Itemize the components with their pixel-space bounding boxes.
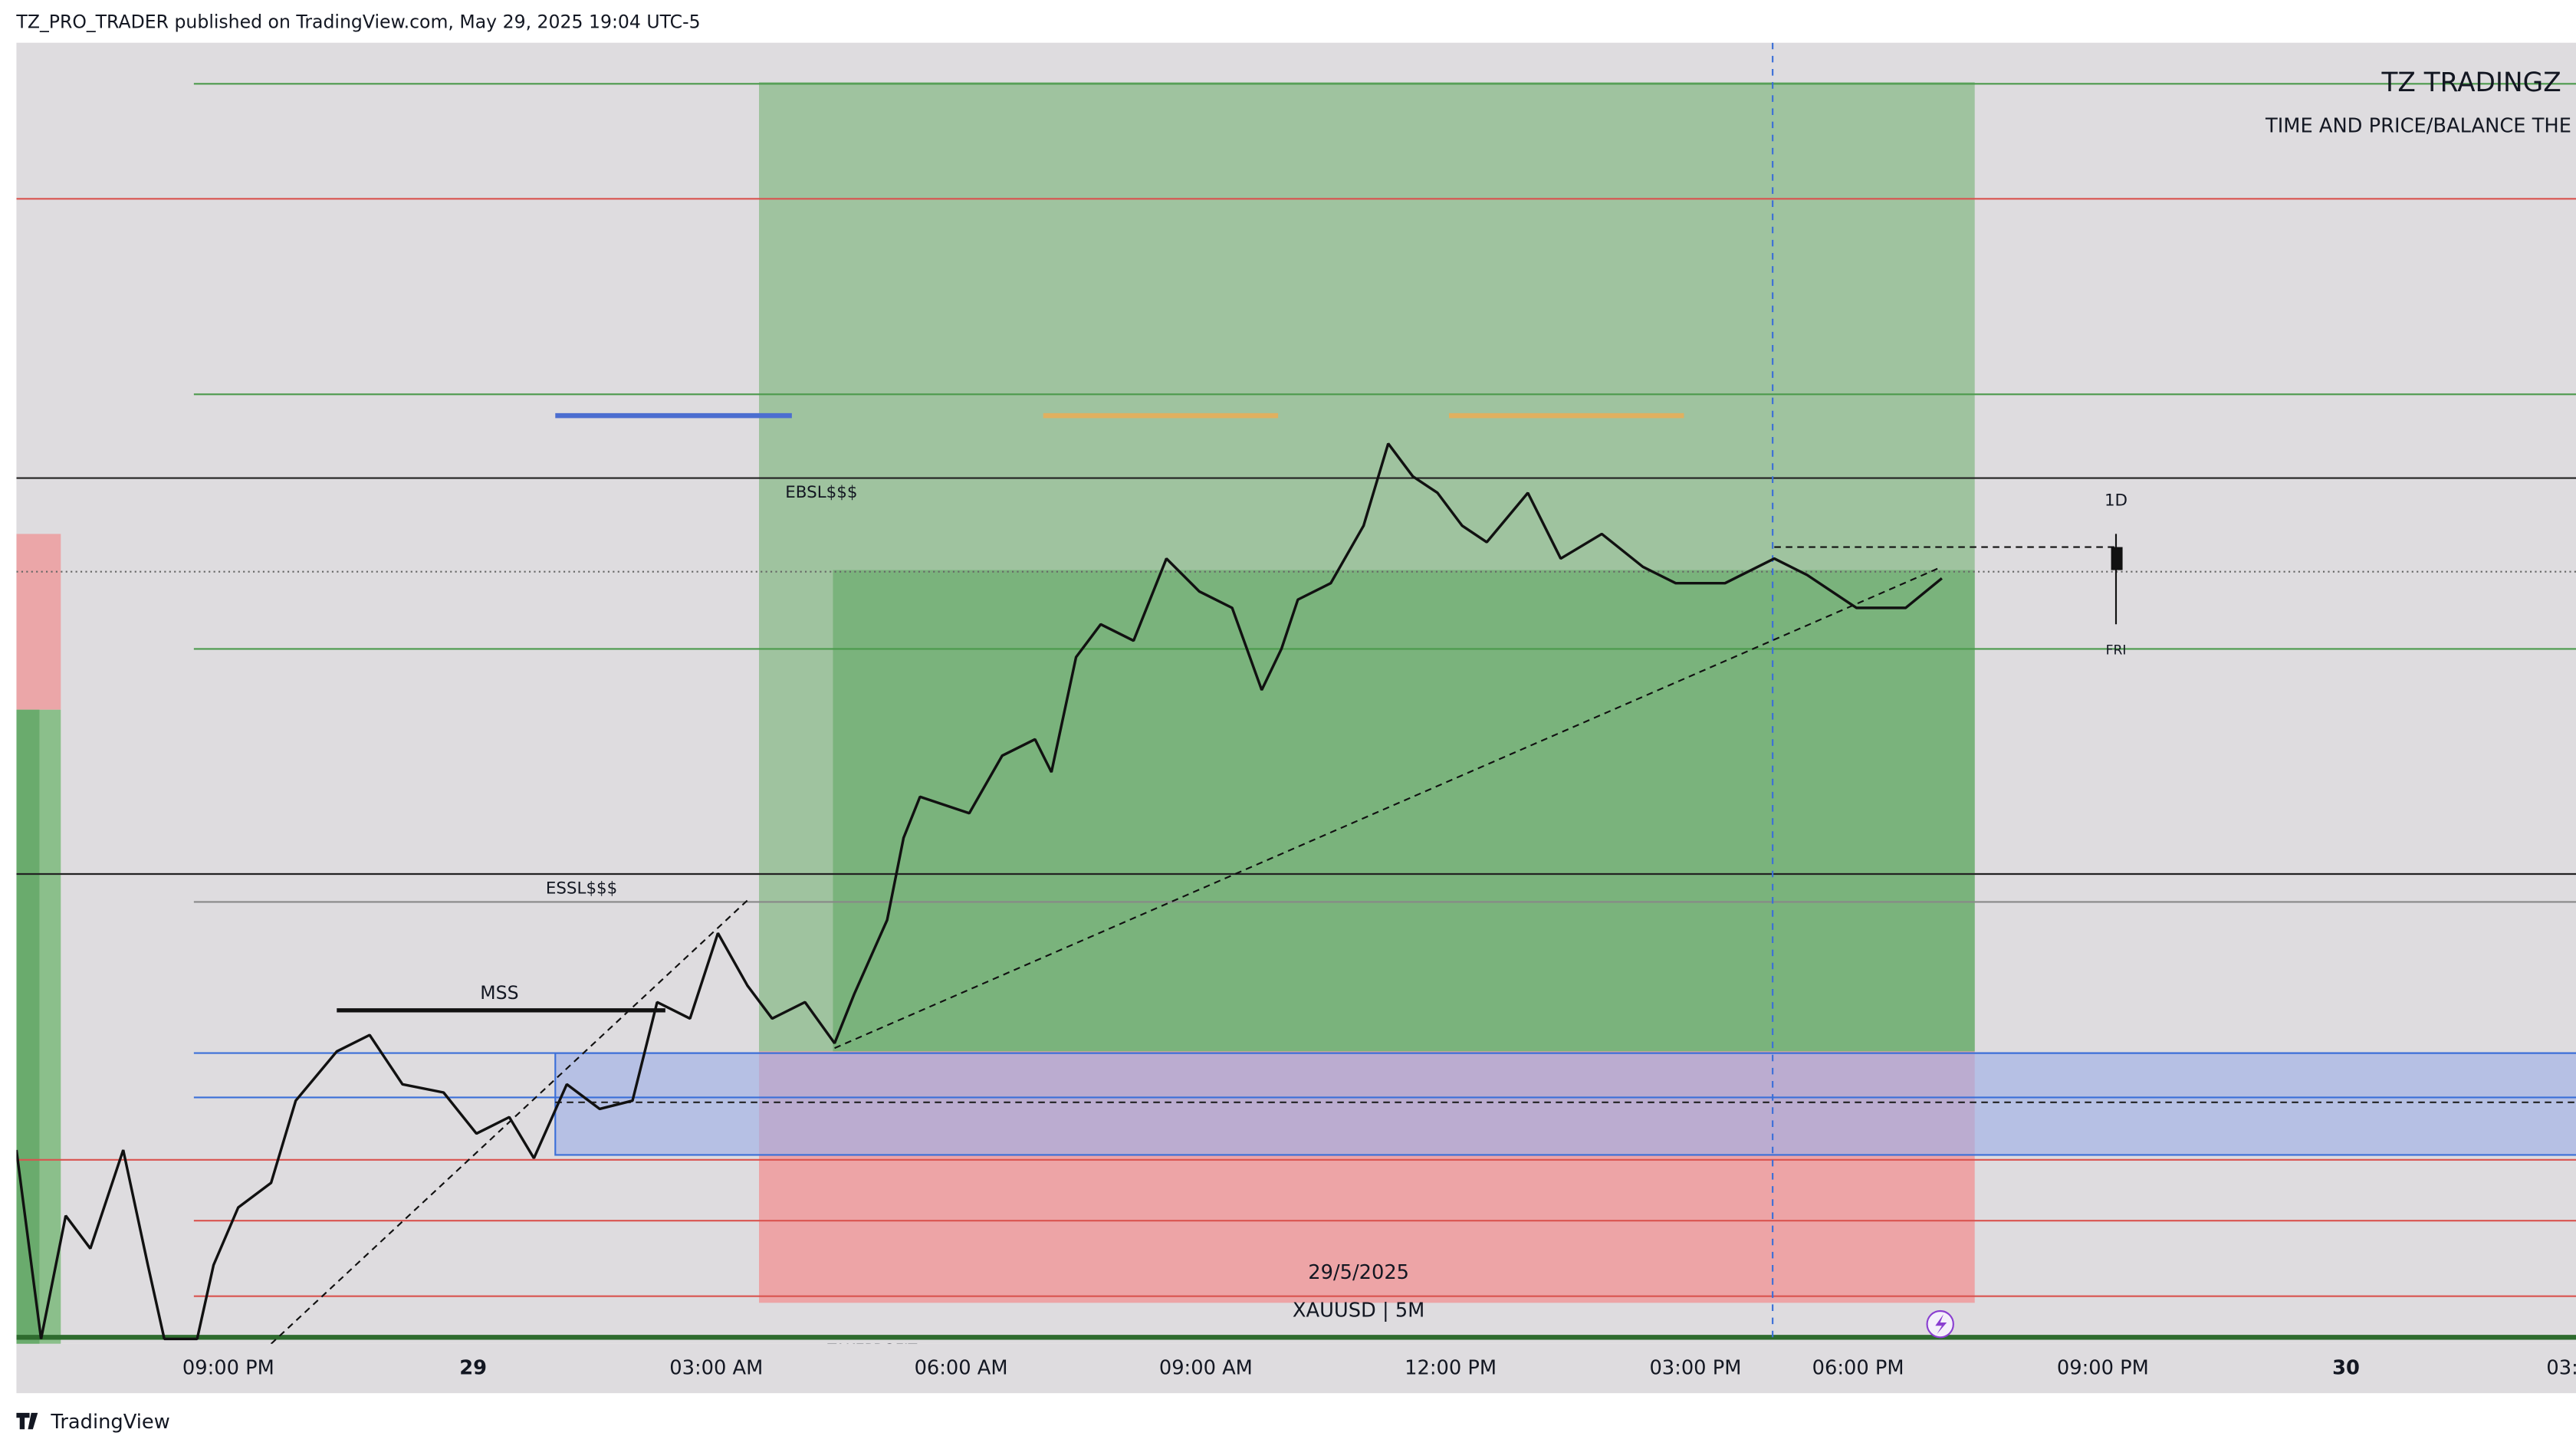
time-tick-label: 06:00 PM (1812, 1357, 1904, 1380)
time-tick-label: 09:00 PM (182, 1357, 274, 1380)
publisher-line: TZ_PRO_TRADER published on TradingView.c… (15, 12, 700, 33)
left-stop-zone (16, 534, 61, 710)
price-path (16, 442, 1943, 1341)
mss-label: MSS (480, 982, 518, 1004)
daily-candle-body (2111, 547, 2123, 570)
trend-line (270, 899, 748, 1344)
watermark-subtitle: TIME AND PRICE/BALANCE THE I (2265, 115, 2576, 138)
time-tick-label: 03:00 AM (669, 1357, 763, 1380)
date-label: 29/5/2025 (1308, 1261, 1409, 1284)
plot-content: TZ TRADINGZ TIME AND PRICE/BALANCE THE I… (16, 42, 2576, 1359)
time-tick-label: 06:00 AM (915, 1357, 1008, 1380)
time-tick-label: 03:00 PM (1649, 1357, 1741, 1380)
essl-label: ESSL$$$ (546, 879, 618, 898)
time-tick-label: 29 (459, 1357, 487, 1380)
brand-name: TradingView (50, 1411, 169, 1434)
time-tick-label: 12:00 PM (1405, 1357, 1497, 1380)
takeprofit-label: TAKEPROFIT (826, 1341, 917, 1359)
day-label: FRI (2106, 643, 2127, 659)
brand-logo (16, 1412, 38, 1430)
time-tick-label: 03:00 AM (2546, 1357, 2576, 1380)
left-profit-strip (16, 709, 40, 1344)
trend-line (834, 566, 1943, 1050)
symbol-label: XAUUSD | 5M (1293, 1300, 1424, 1322)
time-tick-label: 09:00 PM (2057, 1357, 2149, 1380)
levels (16, 83, 2576, 1340)
time-axis (16, 1343, 2576, 1394)
time-axis-labels: 09:00 PM 29 03:00 AM 06:00 AM 09:00 AM 12:00 … (182, 1357, 2576, 1380)
time-tick-label: 09:00 AM (1159, 1357, 1253, 1380)
timeframe-label: 1D (2104, 491, 2128, 511)
ebsl-label: EBSL$$$ (785, 483, 857, 502)
order-block (554, 1052, 2576, 1156)
alert-icon-bolt (1935, 1314, 1947, 1334)
profit-zone (833, 570, 1975, 1052)
time-tick-label: 30 (2332, 1357, 2360, 1380)
watermark-title: TZ TRADINGZ (2380, 67, 2561, 98)
